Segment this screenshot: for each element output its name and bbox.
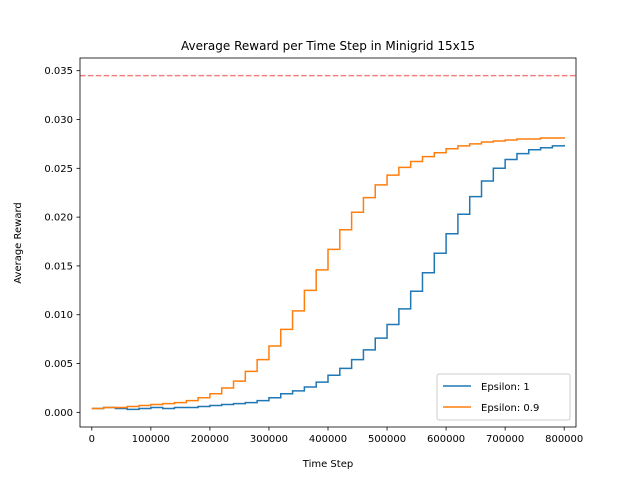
x-tick-label: 200000 [191,434,229,445]
x-tick-label: 400000 [309,434,347,445]
plot-area: 0 100000 200000 300000 400000 500000 600000 700… [44,57,583,445]
x-tick-label: 700000 [486,434,524,445]
y-tick-label: 0.035 [44,66,73,77]
y-tick-label: 0.000 [44,408,73,419]
y-tick-label: 0.015 [44,261,73,272]
y-tick-label: 0.020 [44,213,73,224]
series-line-1 [91,144,565,411]
series-line-2 [91,137,565,410]
x-tick-label: 100000 [132,434,170,445]
y-axis-label: Average Reward [13,202,24,283]
y-tick-label: 0.030 [44,115,73,126]
legend-label-2: Epsilon: 0.9 [481,403,539,414]
y-tick-label: 0.025 [44,164,73,175]
x-tick-label: 800000 [545,434,583,445]
x-tick-label: 300000 [250,434,288,445]
legend: Epsilon: 1 Epsilon: 0.9 [436,373,571,421]
legend-label-1: Epsilon: 1 [481,382,530,393]
y-tick-label: 0.010 [44,310,73,321]
x-axis-label: Time Step [302,459,353,470]
y-tick-label: 0.005 [44,359,73,370]
x-tick-label: 600000 [427,434,465,445]
x-tick-label: 0 [89,434,95,445]
chart-title: Average Reward per Time Step in Minigrid… [181,39,475,53]
x-tick-label: 500000 [368,434,406,445]
